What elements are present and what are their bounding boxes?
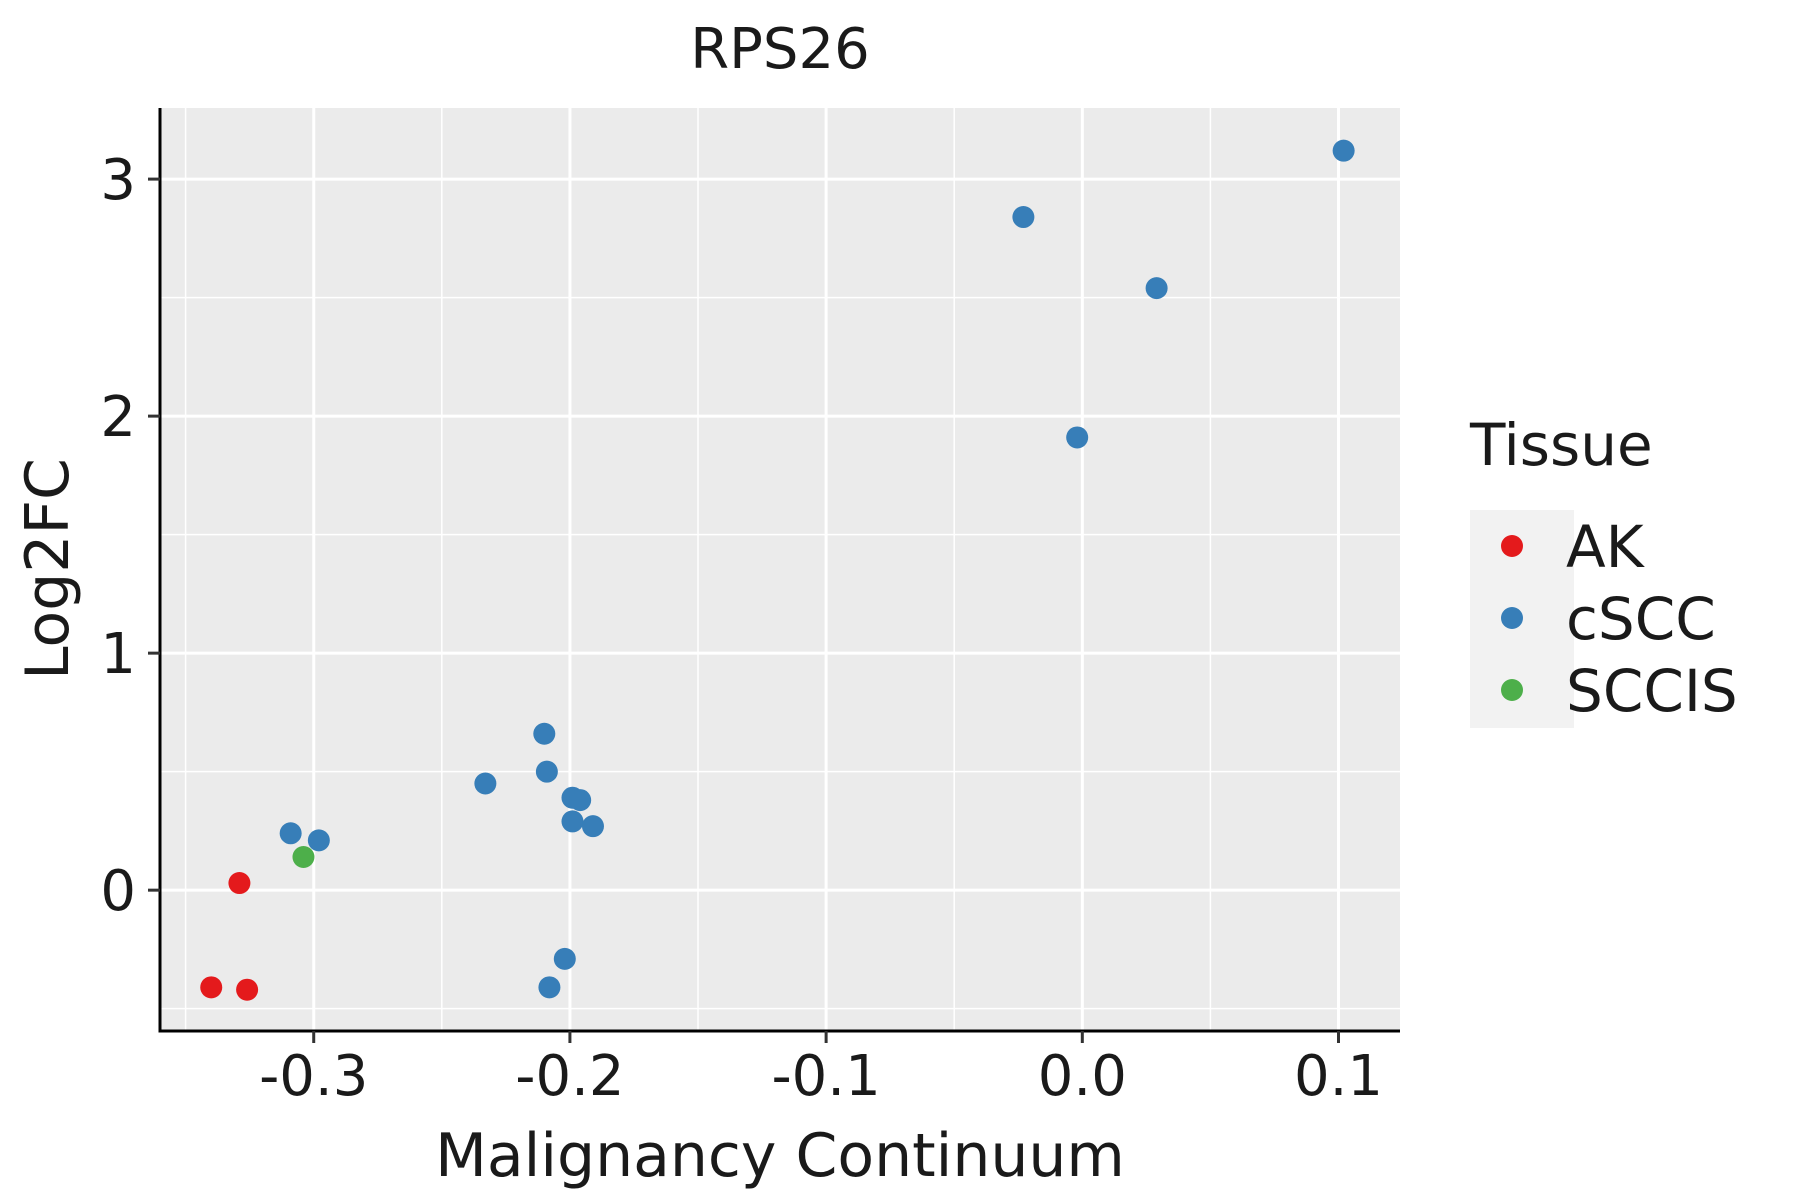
data-point-cscc: [553, 947, 576, 970]
data-point-ak: [228, 872, 251, 895]
data-point-cscc: [538, 976, 561, 999]
x-tick-label: 0.1: [1294, 1044, 1383, 1109]
legend-label: SCCIS: [1566, 657, 1738, 725]
y-tick-label: 1: [100, 622, 136, 687]
data-point-cscc: [581, 815, 604, 838]
data-point-cscc: [474, 772, 497, 795]
legend-label: cSCC: [1566, 585, 1716, 653]
data-point-sccis: [292, 845, 315, 868]
chart-title: RPS26: [690, 17, 869, 82]
data-point-cscc: [1145, 277, 1168, 300]
y-axis-label: Log2FC: [13, 458, 83, 680]
data-point-cscc: [569, 789, 592, 812]
data-points: [200, 139, 1355, 1001]
plot-panel: [160, 108, 1400, 1030]
data-point-cscc: [1012, 206, 1035, 229]
legend-key-sccis: [1501, 679, 1523, 701]
grid-major: [160, 108, 1400, 1030]
legend-label: AK: [1566, 513, 1646, 581]
x-tick-label: -0.1: [771, 1044, 880, 1109]
data-point-cscc: [535, 760, 558, 783]
x-tick-label: -0.2: [515, 1044, 624, 1109]
x-tick-label: 0.0: [1038, 1044, 1127, 1109]
data-point-cscc: [533, 722, 556, 745]
data-point-cscc: [279, 822, 302, 845]
y-tick-label: 3: [100, 148, 136, 213]
x-tick-label: -0.3: [259, 1044, 368, 1109]
data-point-cscc: [307, 829, 330, 852]
data-point-cscc: [1066, 426, 1089, 449]
x-axis: -0.3 -0.2 -0.1 0.0 0.1: [259, 1031, 1383, 1109]
legend-key-cscc: [1501, 607, 1523, 629]
data-point-ak: [236, 978, 259, 1001]
grid-minor: [160, 108, 1400, 1030]
y-tick-label: 0: [100, 859, 136, 924]
data-point-ak: [200, 976, 223, 999]
y-axis: 0 1 2 3: [100, 148, 160, 924]
legend-title: Tissue: [1469, 411, 1653, 479]
legend-key-ak: [1501, 535, 1523, 557]
y-tick-label: 2: [100, 385, 136, 450]
data-point-cscc: [561, 810, 584, 833]
x-axis-label: Malignancy Continuum: [435, 1121, 1125, 1191]
data-point-cscc: [1332, 139, 1355, 162]
